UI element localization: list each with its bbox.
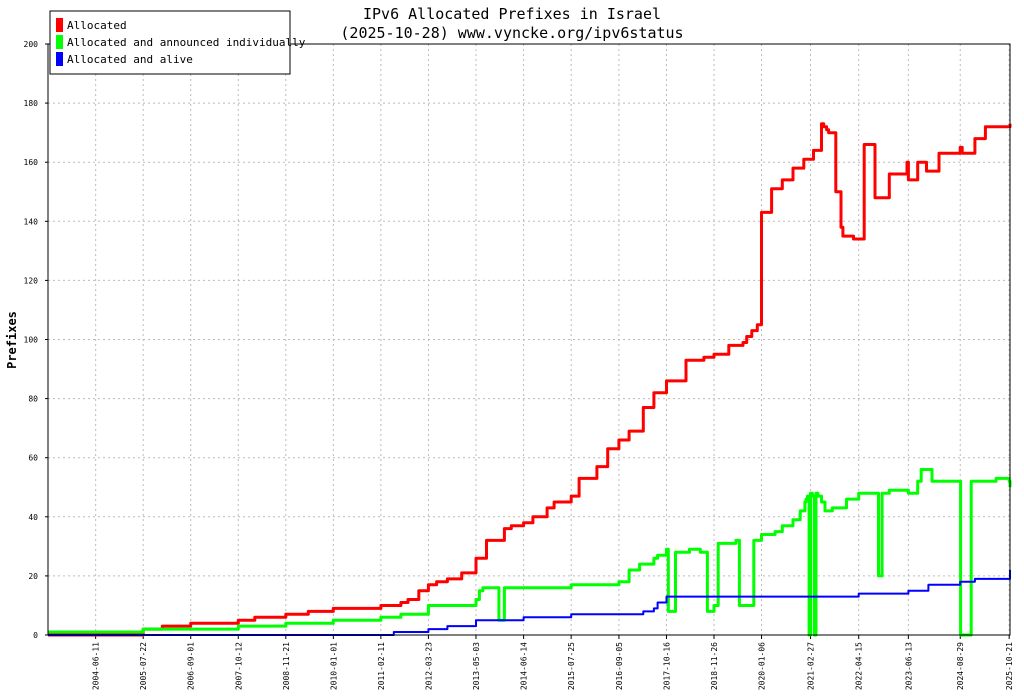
x-tick-label: 2011-02-11 bbox=[377, 642, 386, 690]
x-tick-label: 2014-06-14 bbox=[520, 642, 529, 690]
series-line-alive bbox=[48, 570, 1011, 636]
x-tick-label: 2008-11-21 bbox=[282, 642, 291, 690]
chart-subtitle: (2025-10-28) www.vyncke.org/ipv6status bbox=[340, 24, 683, 42]
legend-box bbox=[49, 10, 291, 75]
legend-swatch-allocated bbox=[56, 18, 63, 32]
legend-label-allocated: Allocated bbox=[67, 19, 127, 32]
y-tick-label: 140 bbox=[24, 217, 39, 226]
x-tick-label: 2010-01-01 bbox=[329, 642, 338, 690]
x-tick-label: 2024-08-29 bbox=[956, 642, 965, 690]
legend: Allocated Allocated and announced indivi… bbox=[49, 10, 306, 75]
x-tick-label: 2012-03-23 bbox=[424, 642, 433, 690]
legend-swatch-announced bbox=[56, 35, 63, 49]
x-tick-label: 2005-07-22 bbox=[139, 642, 148, 690]
x-tick-label: 2017-10-16 bbox=[662, 642, 671, 690]
x-tick-label: 2015-07-25 bbox=[567, 642, 576, 690]
y-tick-label: 0 bbox=[33, 631, 38, 640]
legend-swatch-alive bbox=[56, 52, 63, 66]
x-axis-ticks: 2004-06-11 2005-07-22 2006-09-01 2007-10-12… bbox=[92, 635, 1014, 690]
y-tick-label: 40 bbox=[28, 513, 38, 522]
y-axis-ticks: 0 20 40 60 80 100 120 140 160 180 200 bbox=[24, 40, 48, 640]
x-tick-label: 2006-09-01 bbox=[187, 642, 196, 690]
y-tick-label: 200 bbox=[24, 40, 39, 49]
plot-frame bbox=[47, 43, 1011, 636]
x-tick-label: 2022-04-15 bbox=[855, 642, 864, 690]
x-tick-label: 2016-09-05 bbox=[615, 642, 624, 690]
x-tick-label: 2023-06-13 bbox=[904, 642, 913, 690]
x-tick-label: 2007-10-12 bbox=[234, 642, 243, 690]
y-axis-label: Prefixes bbox=[5, 311, 19, 369]
x-tick-label: 2018-11-26 bbox=[710, 642, 719, 690]
y-tick-label: 80 bbox=[28, 395, 38, 404]
y-tick-label: 60 bbox=[28, 454, 38, 463]
y-tick-label: 160 bbox=[24, 158, 39, 167]
y-tick-label: 100 bbox=[24, 336, 39, 345]
legend-label-announced: Allocated and announced individually bbox=[67, 36, 306, 49]
x-tick-label: 2021-02-27 bbox=[806, 642, 815, 690]
series-lines bbox=[48, 122, 1012, 637]
x-tick-label: 2020-01-06 bbox=[758, 642, 767, 690]
y-tick-label: 180 bbox=[24, 99, 39, 108]
legend-label-alive: Allocated and alive bbox=[67, 53, 193, 66]
x-tick-label: 2025-10-21 bbox=[1005, 642, 1014, 690]
y-tick-label: 120 bbox=[24, 276, 39, 285]
y-tick-label: 20 bbox=[28, 572, 38, 581]
series-line-announced bbox=[48, 468, 1012, 637]
chart-title: IPv6 Allocated Prefixes in Israel bbox=[363, 5, 661, 23]
x-tick-label: 2013-05-03 bbox=[472, 642, 481, 690]
x-tick-label: 2004-06-11 bbox=[92, 642, 101, 690]
series-line-allocated bbox=[48, 122, 1012, 637]
